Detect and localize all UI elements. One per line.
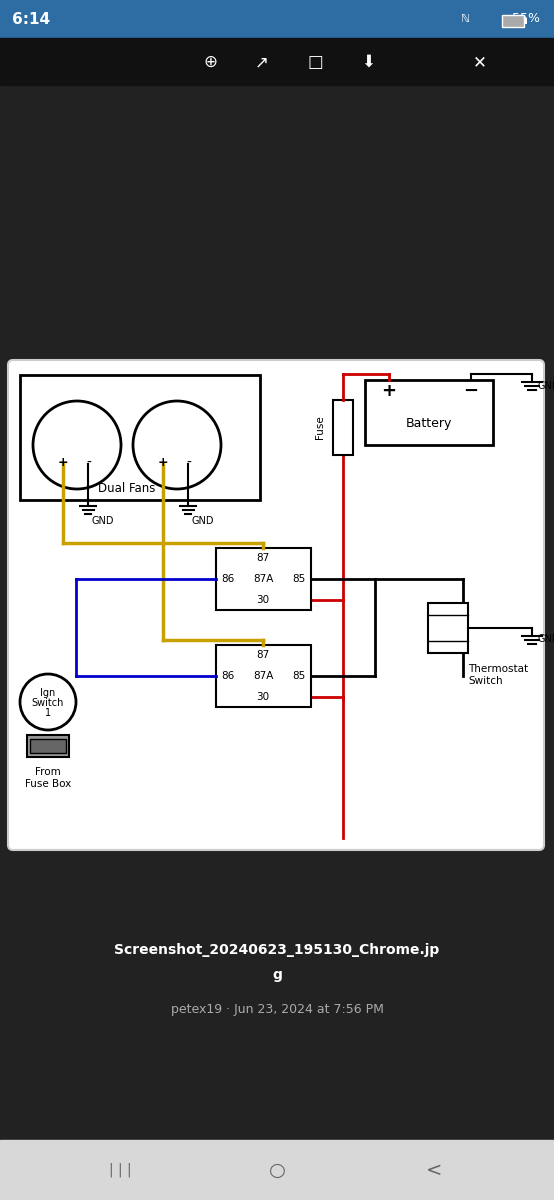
Text: -: -: [187, 456, 192, 470]
Text: ⬇: ⬇: [361, 53, 375, 71]
Text: 55%: 55%: [512, 12, 540, 25]
Text: Screenshot_20240623_195130_Chrome.jp: Screenshot_20240623_195130_Chrome.jp: [114, 943, 440, 958]
Bar: [524, 18, 527, 24]
Text: Switch: Switch: [32, 698, 64, 708]
Text: □: □: [307, 53, 323, 71]
Text: 1: 1: [45, 708, 51, 718]
Text: g: g: [272, 968, 282, 982]
Bar: [0, 0, 554, 38]
Circle shape: [133, 401, 221, 490]
Text: 87: 87: [257, 650, 270, 660]
Text: 86: 86: [221, 574, 234, 584]
Bar: [27, 734, 69, 757]
Text: petex19 · Jun 23, 2024 at 7:56 PM: petex19 · Jun 23, 2024 at 7:56 PM: [171, 1003, 383, 1016]
Bar: [0, 38, 554, 85]
Text: From
Fuse Box: From Fuse Box: [25, 767, 71, 788]
Text: ↗: ↗: [255, 53, 269, 71]
Text: GND: GND: [538, 382, 554, 391]
Text: −: −: [464, 382, 479, 400]
Bar: [365, 380, 493, 445]
Circle shape: [33, 401, 121, 490]
Bar: [428, 602, 468, 653]
Text: 87A: 87A: [253, 671, 273, 680]
Text: Dual Fans: Dual Fans: [98, 481, 156, 494]
Bar: [333, 400, 353, 455]
Bar: [0, 1140, 554, 1200]
Text: 6:14: 6:14: [12, 12, 50, 26]
Text: ○: ○: [269, 1160, 285, 1180]
Text: Fuse: Fuse: [315, 415, 325, 439]
Text: 86: 86: [221, 671, 234, 680]
Text: Thermostat
Switch: Thermostat Switch: [468, 665, 528, 686]
Text: 87: 87: [257, 553, 270, 563]
Circle shape: [20, 674, 76, 730]
Text: 30: 30: [257, 595, 270, 605]
Text: 30: 30: [257, 692, 270, 702]
Text: GND: GND: [92, 516, 115, 526]
Text: +: +: [158, 456, 168, 469]
FancyBboxPatch shape: [8, 360, 544, 850]
Bar: [216, 548, 310, 610]
Bar: [30, 739, 66, 754]
Text: Ign: Ign: [40, 688, 55, 698]
Text: -: -: [86, 456, 91, 470]
Text: 87A: 87A: [253, 574, 273, 584]
Bar: [216, 646, 310, 707]
Text: GND: GND: [192, 516, 214, 526]
Bar: [0, 845, 554, 1200]
Text: +: +: [382, 382, 397, 400]
Text: ✕: ✕: [473, 53, 487, 71]
Bar: [0, 85, 554, 360]
Text: +: +: [58, 456, 68, 469]
Text: | | |: | | |: [109, 1163, 131, 1177]
Text: GND: GND: [538, 635, 554, 644]
Bar: [502, 14, 524, 26]
Text: 85: 85: [292, 574, 305, 584]
Bar: [20, 374, 260, 500]
Text: ℕ: ℕ: [460, 14, 469, 24]
Text: <: <: [426, 1160, 442, 1180]
Text: 85: 85: [292, 671, 305, 680]
Text: ⊕: ⊕: [203, 53, 217, 71]
Text: Battery: Battery: [406, 416, 452, 430]
